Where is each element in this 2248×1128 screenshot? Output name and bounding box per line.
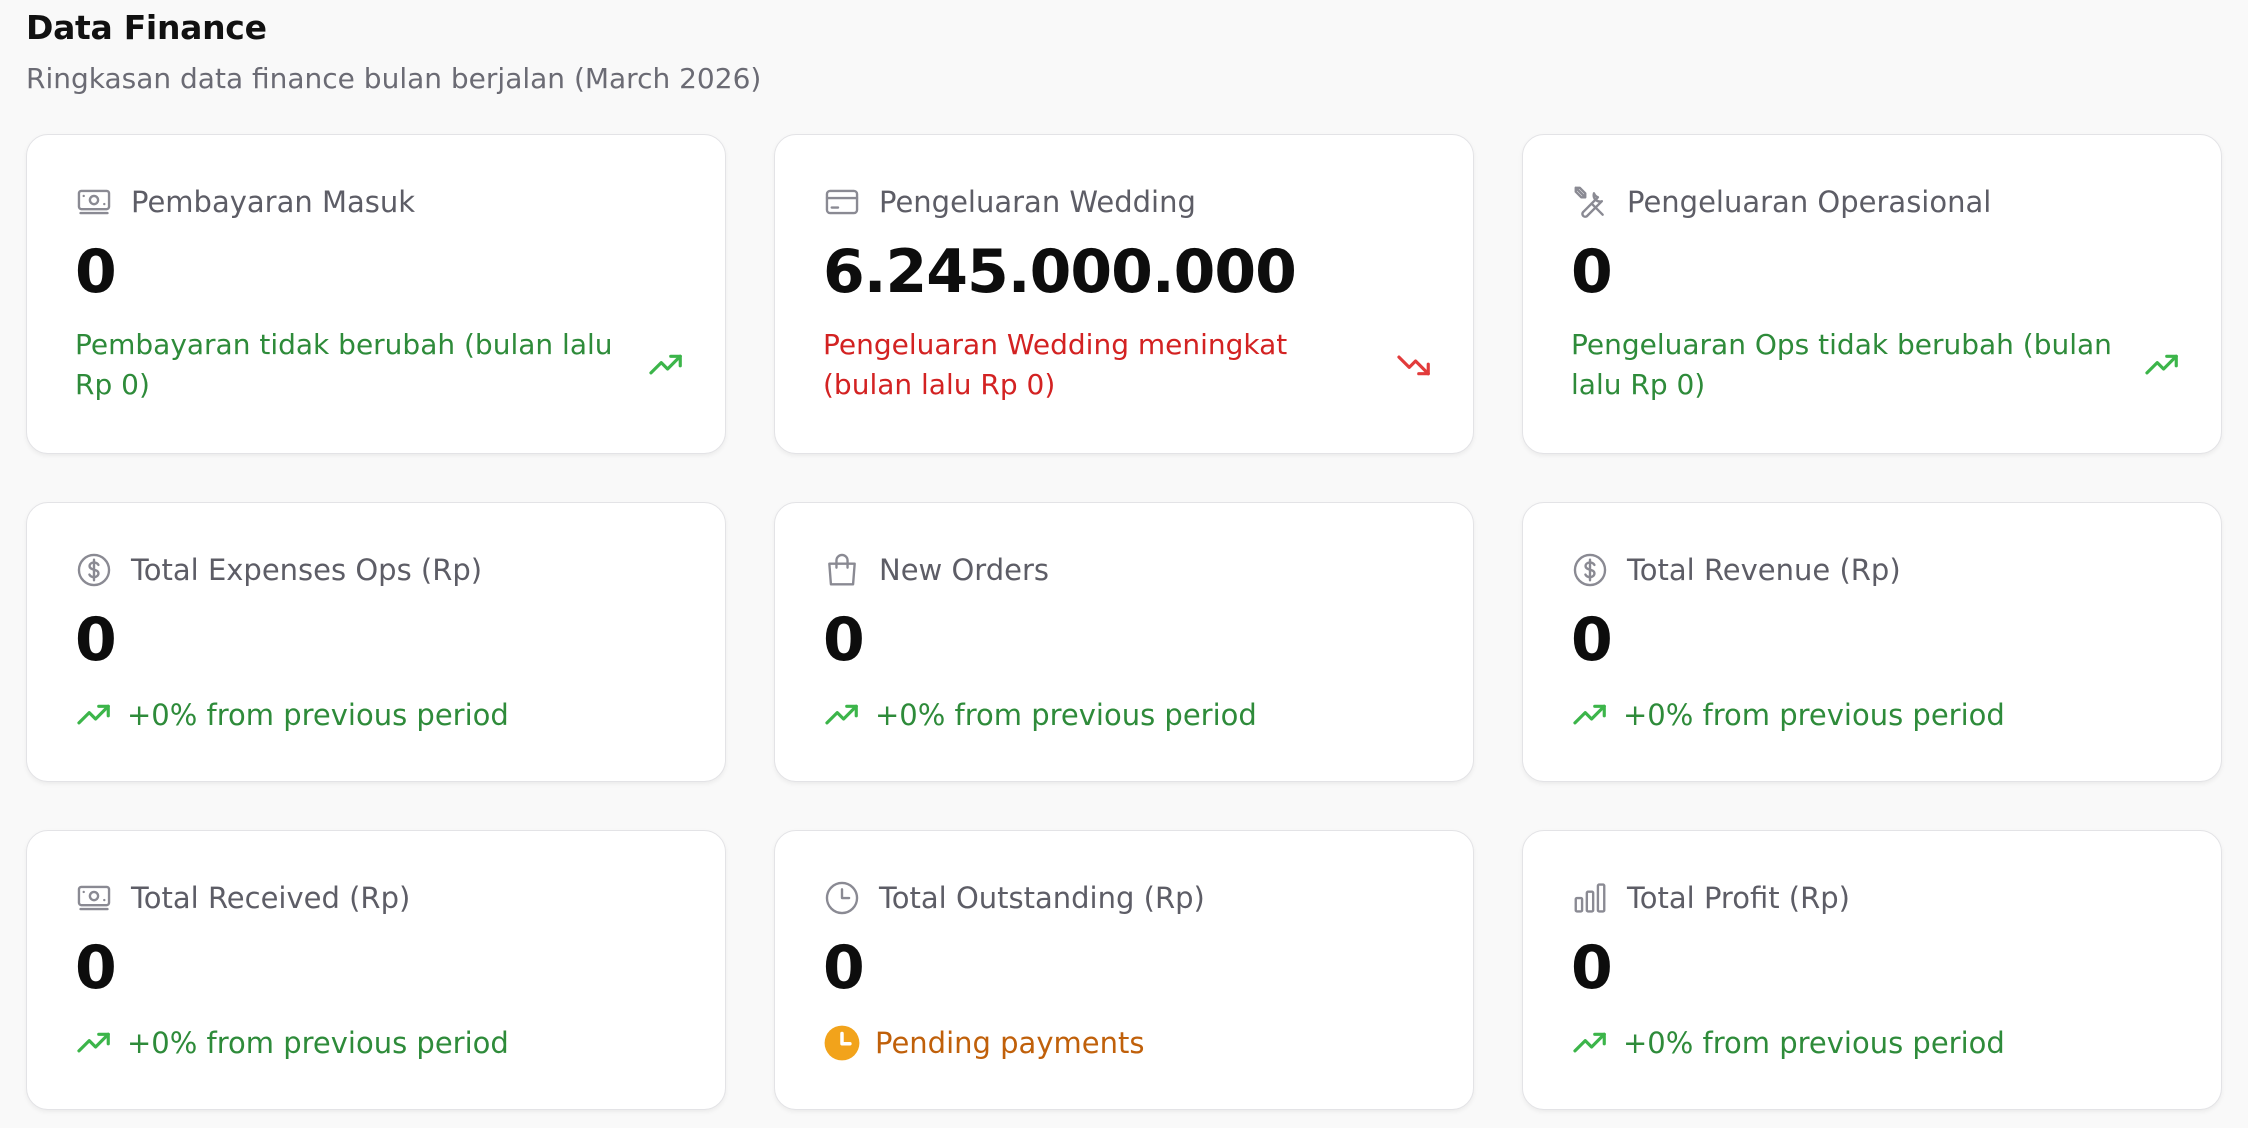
- tools-icon: [1571, 183, 1609, 221]
- card-header: Total Expenses Ops (Rp): [75, 551, 482, 589]
- card-label: Total Revenue (Rp): [1627, 553, 1901, 587]
- trend-text: +0% from previous period: [1623, 698, 2005, 732]
- card-trend: +0% from previous period: [823, 695, 1257, 735]
- card-trend: +0% from previous period: [1571, 695, 2005, 735]
- card-label: Total Expenses Ops (Rp): [131, 553, 483, 587]
- trend-text: Pembayaran tidak berubah (bulan lalu Rp …: [75, 328, 613, 401]
- card-value: 6.245.000.000: [823, 237, 1297, 307]
- trending-up-icon: [1571, 1024, 1609, 1062]
- stat-card-total-outstanding: Total Outstanding (Rp) 0 Pending payment…: [774, 830, 1474, 1110]
- trending-up-icon: [75, 1024, 113, 1062]
- clock-filled-icon: [823, 1024, 861, 1062]
- page-subtitle: Ringkasan data finance bulan berjalan (M…: [26, 62, 762, 95]
- trend-text: Pengeluaran Wedding meningkat (bulan lal…: [823, 328, 1288, 401]
- card-header: Pembayaran Masuk: [75, 183, 415, 221]
- card-trend: +0% from previous period: [1571, 1023, 2005, 1063]
- trending-up-icon: [823, 696, 861, 734]
- stat-card-pengeluaran-wedding: Pengeluaran Wedding 6.245.000.000 Pengel…: [774, 134, 1474, 454]
- trend-text: Pending payments: [875, 1026, 1145, 1060]
- card-trend: +0% from previous period: [75, 1023, 509, 1063]
- trend-text: +0% from previous period: [875, 698, 1257, 732]
- card-label: New Orders: [879, 553, 1049, 587]
- card-trend: Pending payments: [823, 1023, 1144, 1063]
- card-value: 0: [75, 237, 117, 307]
- stat-card-total-revenue: Total Revenue (Rp) 0 +0% from previous p…: [1522, 502, 2222, 782]
- card-value: 0: [823, 605, 865, 675]
- card-header: Total Revenue (Rp): [1571, 551, 1901, 589]
- card-value: 0: [1571, 605, 1613, 675]
- stat-card-total-profit: Total Profit (Rp) 0 +0% from previous pe…: [1522, 830, 2222, 1110]
- banknote-icon: [75, 879, 113, 917]
- trending-up-icon: [1571, 696, 1609, 734]
- card-label: Total Received (Rp): [131, 881, 411, 915]
- card-value: 0: [1571, 237, 1613, 307]
- trend-text: +0% from previous period: [127, 698, 509, 732]
- clock-icon: [823, 879, 861, 917]
- stat-card-total-expenses-ops: Total Expenses Ops (Rp) 0 +0% from previ…: [26, 502, 726, 782]
- card-value: 0: [75, 933, 117, 1003]
- card-header: Total Profit (Rp): [1571, 879, 1850, 917]
- page-title: Data Finance: [26, 8, 267, 47]
- card-header: Total Received (Rp): [75, 879, 410, 917]
- shopping-bag-icon: [823, 551, 861, 589]
- card-value: 0: [75, 605, 117, 675]
- card-label: Total Profit (Rp): [1627, 881, 1850, 915]
- card-trend: Pengeluaran Ops tidak berubah (bulan lal…: [1571, 325, 2181, 405]
- dollar-circle-icon: [1571, 551, 1609, 589]
- stat-card-pengeluaran-operasional: Pengeluaran Operasional 0 Pengeluaran Op…: [1522, 134, 2222, 454]
- trending-up-icon: [647, 346, 685, 384]
- credit-card-icon: [823, 183, 861, 221]
- stat-card-total-received: Total Received (Rp) 0 +0% from previous …: [26, 830, 726, 1110]
- card-header: Pengeluaran Operasional: [1571, 183, 1991, 221]
- card-label: Total Outstanding (Rp): [879, 881, 1205, 915]
- stat-card-pembayaran-masuk: Pembayaran Masuk 0 Pembayaran tidak beru…: [26, 134, 726, 454]
- card-value: 0: [1571, 933, 1613, 1003]
- trend-text: +0% from previous period: [1623, 1026, 2005, 1060]
- trending-up-icon: [2143, 346, 2181, 384]
- card-header: Pengeluaran Wedding: [823, 183, 1196, 221]
- stat-card-new-orders: New Orders 0 +0% from previous period: [774, 502, 1474, 782]
- dollar-circle-icon: [75, 551, 113, 589]
- card-trend: Pengeluaran Wedding meningkat (bulan lal…: [823, 325, 1433, 405]
- card-label: Pengeluaran Wedding: [879, 185, 1196, 219]
- card-value: 0: [823, 933, 865, 1003]
- trending-up-icon: [75, 696, 113, 734]
- bar-chart-icon: [1571, 879, 1609, 917]
- card-label: Pengeluaran Operasional: [1627, 185, 1992, 219]
- banknote-icon: [75, 183, 113, 221]
- trend-text: +0% from previous period: [127, 1026, 509, 1060]
- card-label: Pembayaran Masuk: [131, 185, 416, 219]
- card-header: New Orders: [823, 551, 1049, 589]
- card-header: Total Outstanding (Rp): [823, 879, 1205, 917]
- card-trend: Pembayaran tidak berubah (bulan lalu Rp …: [75, 325, 685, 405]
- trend-text: Pengeluaran Ops tidak berubah (bulan lal…: [1571, 328, 2112, 401]
- card-trend: +0% from previous period: [75, 695, 509, 735]
- trending-down-icon: [1395, 346, 1433, 384]
